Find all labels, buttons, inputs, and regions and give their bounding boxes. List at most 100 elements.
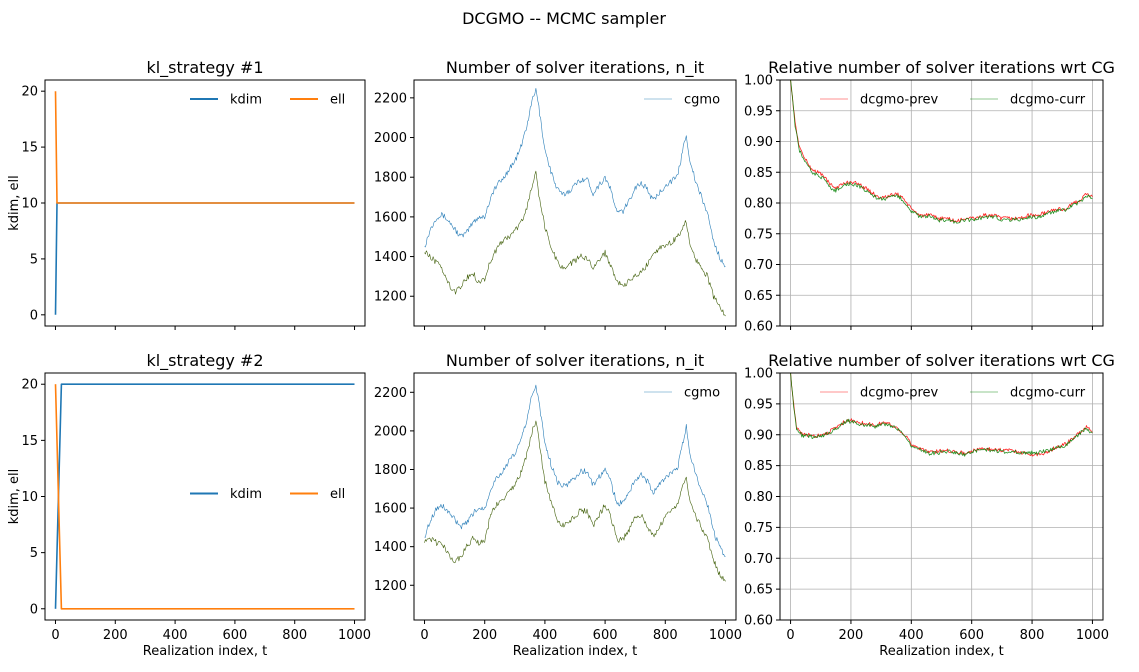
x-tick-label: 200 bbox=[472, 628, 497, 643]
y-axis-label: kdim, ell bbox=[7, 175, 22, 231]
panel-kl-strategy-1: 0 5 10 15 20 kl_strategy #1 kdim, ell kdim ell bbox=[7, 58, 366, 330]
y-tick-label: 0.65 bbox=[744, 289, 773, 304]
x-tick-label: 0 bbox=[51, 628, 59, 643]
y-tick-label: 1.00 bbox=[744, 367, 773, 382]
y-tick-label: 2200 bbox=[374, 386, 407, 401]
panel-title: Relative number of solver iterations wrt… bbox=[768, 351, 1115, 370]
panel-title: Number of solver iterations, n_it bbox=[446, 351, 704, 371]
axes-frame bbox=[413, 372, 737, 621]
y-tick-label: 0.85 bbox=[744, 459, 773, 474]
series-line-ell bbox=[54, 384, 355, 610]
y-tick-label: 1.00 bbox=[744, 74, 773, 89]
y-tick-label: 1800 bbox=[374, 463, 407, 478]
y-tick-label: 0.95 bbox=[744, 397, 773, 412]
y-axis-label: kdim, ell bbox=[7, 469, 22, 525]
legend: dcgmo-prev dcgmo-curr bbox=[820, 386, 1086, 401]
y-tick-label: 0.70 bbox=[744, 552, 773, 567]
y-tick-label: 1400 bbox=[374, 540, 407, 555]
panel-title: kl_strategy #1 bbox=[146, 58, 263, 78]
series-line-dcgmo-curr bbox=[790, 373, 1093, 457]
series-line-unlabeled-1 bbox=[424, 170, 726, 317]
series-line-cgmo bbox=[424, 88, 726, 268]
series-group bbox=[54, 91, 355, 315]
y-tick-label: 2000 bbox=[374, 131, 407, 146]
figure-title: DCGMO -- MCMC sampler bbox=[462, 9, 666, 28]
y-tick-label: 20 bbox=[21, 378, 38, 393]
y-tick-label: 15 bbox=[21, 434, 38, 449]
y-tick-label: 10 bbox=[21, 197, 38, 212]
series-group bbox=[54, 383, 355, 610]
series-line-kdim bbox=[54, 202, 355, 315]
y-tick-label: 0.85 bbox=[744, 166, 773, 181]
panel-title: kl_strategy #2 bbox=[146, 351, 263, 371]
y-tick-label: 0.65 bbox=[744, 583, 773, 598]
y-tick-label: 1400 bbox=[374, 250, 407, 265]
y-tick-label: 1600 bbox=[374, 502, 407, 517]
x-axis-label: Realization index, t bbox=[143, 644, 267, 659]
y-tick-label: 0 bbox=[30, 602, 38, 617]
axes-frame bbox=[413, 79, 737, 327]
y-tick-label: 1600 bbox=[374, 210, 407, 225]
legend-label: dcgmo-prev bbox=[860, 386, 939, 401]
legend-label: ell bbox=[330, 93, 345, 108]
x-tick-label: 1000 bbox=[709, 628, 742, 643]
y-tick-label: 20 bbox=[21, 85, 38, 100]
x-tick-label: 600 bbox=[593, 628, 618, 643]
x-axis-label: Realization index, t bbox=[513, 644, 637, 659]
y-tick-label: 0.90 bbox=[744, 135, 773, 150]
legend-label: kdim bbox=[230, 487, 262, 502]
x-tick-label: 200 bbox=[103, 628, 128, 643]
legend-label: ell bbox=[330, 487, 345, 502]
panel-kl-strategy-2: 0 200 400 600 800 1000 0 5 10 15 20 kl_strategy #2 R… bbox=[7, 351, 371, 659]
y-tick-label: 0.60 bbox=[744, 320, 773, 335]
y-tick-label: 0.95 bbox=[744, 104, 773, 119]
x-tick-label: 400 bbox=[899, 628, 924, 643]
legend-label: cgmo bbox=[684, 93, 720, 108]
legend: cgmo bbox=[644, 386, 720, 401]
axes-frame bbox=[44, 372, 366, 621]
panel-title: Relative number of solver iterations wrt… bbox=[768, 58, 1115, 77]
x-tick-label: 400 bbox=[163, 628, 188, 643]
x-tick-label: 800 bbox=[282, 628, 307, 643]
x-tick-label: 800 bbox=[653, 628, 678, 643]
series-line-dcgmo-prev bbox=[790, 80, 1093, 223]
legend-label: dcgmo-curr bbox=[1010, 386, 1086, 401]
x-tick-label: 600 bbox=[959, 628, 984, 643]
series-line-dcgmo-curr bbox=[790, 80, 1093, 224]
panel-relative-iterations-1: 0.60 0.65 0.70 0.75 0.80 0.85 0.90 0.95 1.00Rela… bbox=[744, 58, 1115, 335]
y-tick-label: 0.70 bbox=[744, 258, 773, 273]
series-line-cgmo bbox=[424, 384, 726, 557]
panel-title: Number of solver iterations, n_it bbox=[446, 58, 704, 78]
legend-label: kdim bbox=[230, 93, 262, 108]
y-tick-label: 10 bbox=[21, 490, 38, 505]
legend: cgmo bbox=[644, 93, 720, 108]
legend-label: dcgmo-prev bbox=[860, 93, 939, 108]
legend: dcgmo-prev dcgmo-curr bbox=[820, 93, 1086, 108]
x-tick-label: 1000 bbox=[1076, 628, 1109, 643]
x-tick-label: 200 bbox=[839, 628, 864, 643]
x-tick-label: 400 bbox=[532, 628, 557, 643]
y-tick-label: 0.80 bbox=[744, 490, 773, 505]
y-tick-label: 15 bbox=[21, 141, 38, 156]
x-tick-label: 0 bbox=[786, 628, 794, 643]
y-tick-label: 2000 bbox=[374, 424, 407, 439]
y-tick-label: 0.60 bbox=[744, 614, 773, 629]
legend: kdim ell bbox=[190, 93, 345, 108]
series-line-unlabeled-1 bbox=[424, 420, 726, 582]
panel-solver-iterations-1: 1200 1400 1600 1800 2000 2200 Number of solver… bbox=[374, 58, 737, 330]
x-axis-label: Realization index, t bbox=[879, 644, 1003, 659]
y-tick-label: 2200 bbox=[374, 91, 407, 106]
y-tick-label: 5 bbox=[30, 546, 38, 561]
y-tick-label: 0.75 bbox=[744, 227, 773, 242]
y-tick-label: 0.75 bbox=[744, 521, 773, 536]
y-tick-label: 0.80 bbox=[744, 197, 773, 212]
y-tick-label: 1200 bbox=[374, 579, 407, 594]
y-tick-label: 5 bbox=[30, 252, 38, 267]
legend-label: dcgmo-curr bbox=[1010, 93, 1086, 108]
y-tick-label: 1800 bbox=[374, 171, 407, 186]
x-tick-label: 800 bbox=[1020, 628, 1045, 643]
series-group bbox=[424, 88, 726, 317]
series-line-kdim bbox=[54, 383, 355, 609]
y-tick-label: 0.90 bbox=[744, 428, 773, 443]
